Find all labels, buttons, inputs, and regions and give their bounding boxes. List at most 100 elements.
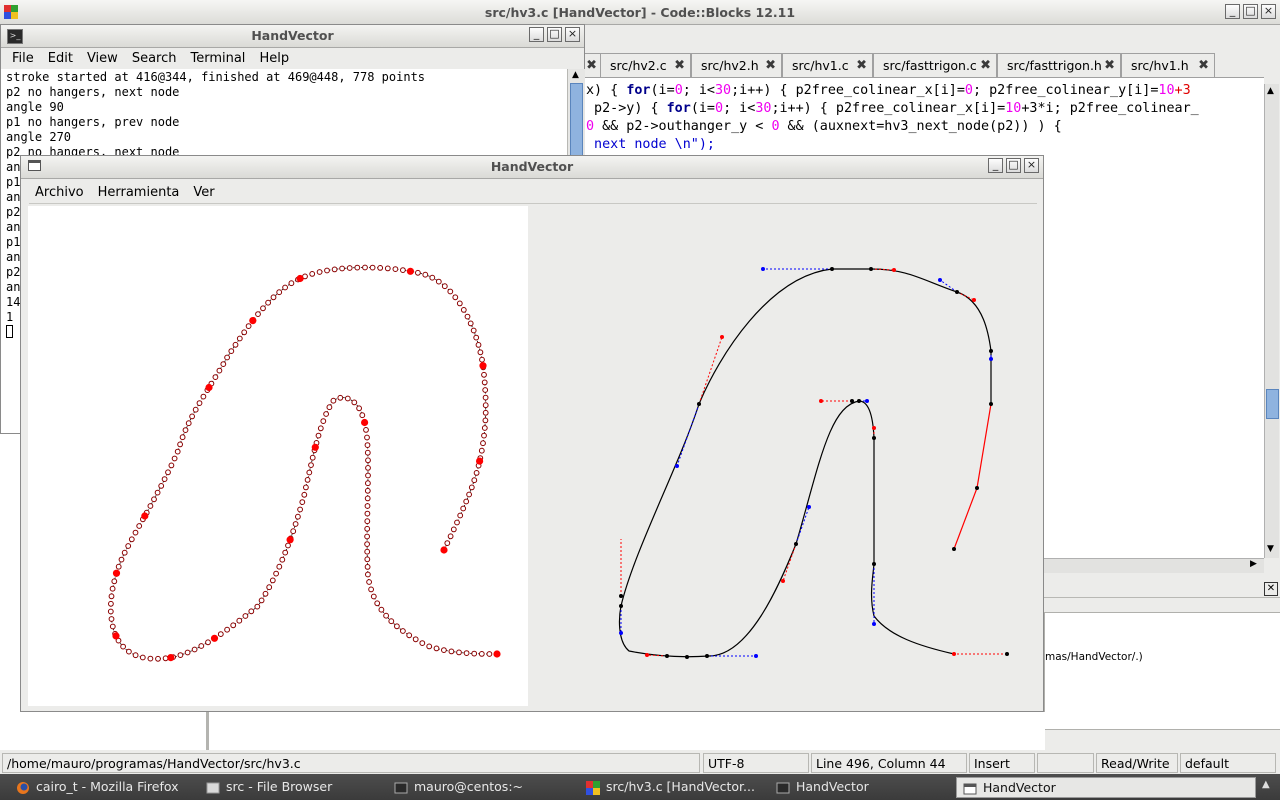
handle-endpoint[interactable] [807,505,811,509]
menu-herramienta[interactable]: Herramienta [97,185,180,200]
minimize-button[interactable]: _ [529,27,544,42]
task-handvector-terminal[interactable]: HandVector [770,777,950,798]
curve-node[interactable] [989,402,993,406]
scroll-right-arrow-icon[interactable]: ▶ [1250,559,1257,569]
close-icon[interactable]: ✖ [1198,58,1209,73]
logs-list[interactable]: mas/HandVector/.) [1044,612,1280,730]
close-button[interactable]: × [1024,158,1039,173]
editor-horizontal-scrollbar[interactable]: ▶ [1044,558,1264,573]
curve-node[interactable] [1005,652,1009,656]
tab-hv2-c[interactable]: src/hv2.c ✖ [600,53,691,77]
task-codeblocks[interactable]: src/hv3.c [HandVector... [580,777,765,798]
scroll-up-arrow-icon[interactable]: ▲ [1267,86,1274,96]
curve-node[interactable] [830,267,834,271]
handle-endpoint[interactable] [938,278,942,282]
tab-fasttrigon-h[interactable]: src/fasttrigon.h ✖ [997,53,1121,77]
menu-ver[interactable]: Ver [193,185,215,200]
maximize-button[interactable]: □ [1006,158,1021,173]
sample-point [317,425,324,432]
close-icon[interactable]: ✖ [980,58,991,73]
scrollbar-thumb[interactable] [1266,389,1279,419]
bezier-canvas[interactable] [529,206,1037,706]
stroke-points-canvas[interactable] [28,206,528,706]
sample-point [147,655,154,662]
handle-endpoint[interactable] [989,357,993,361]
maximize-button[interactable]: □ [1243,4,1258,19]
handle-endpoint[interactable] [761,267,765,271]
handle-endpoint[interactable] [819,399,823,403]
handle-endpoint[interactable] [781,579,785,583]
tab-hv1-c[interactable]: src/hv1.c ✖ [782,53,873,77]
handle-endpoint[interactable] [972,298,976,302]
curve-node[interactable] [869,267,873,271]
tab-fasttrigon-c[interactable]: src/fasttrigon.c ✖ [873,53,997,77]
handle-endpoint[interactable] [892,268,896,272]
close-icon[interactable]: ✖ [1104,58,1115,73]
terminal-titlebar[interactable]: >_ HandVector _ □ × [1,25,584,48]
sample-point [184,649,191,656]
curve-node[interactable] [705,654,709,658]
close-button[interactable]: × [565,27,580,42]
close-icon[interactable]: ✖ [856,58,867,73]
handle-endpoint[interactable] [720,335,724,339]
menu-terminal[interactable]: Terminal [190,51,246,66]
close-icon[interactable]: ✖ [765,58,776,73]
maximize-button[interactable]: □ [547,27,562,42]
curve-node[interactable] [989,349,993,353]
menu-view[interactable]: View [86,51,118,66]
curve-node[interactable] [794,542,798,546]
taskbar-scroll-icon[interactable]: ▲ [1262,779,1270,790]
terminal-icon [394,781,408,794]
curve-node[interactable] [850,399,854,403]
handle-endpoint[interactable] [645,653,649,657]
menu-edit[interactable]: Edit [47,51,73,66]
sample-point [460,505,467,512]
minimize-button[interactable]: _ [988,158,1003,173]
close-icon[interactable]: ✖ [674,58,685,73]
curve-node[interactable] [872,436,876,440]
sample-point [441,283,448,290]
scroll-up-arrow-icon[interactable]: ▲ [572,70,579,80]
handle-endpoint[interactable] [872,426,876,430]
curve-node[interactable] [955,290,959,294]
curve-node[interactable] [619,594,623,598]
handle-endpoint[interactable] [872,622,876,626]
curve-node[interactable] [872,562,876,566]
menu-file[interactable]: File [12,51,34,66]
tab-hv2-h[interactable]: src/hv2.h ✖ [691,53,782,77]
sample-point [370,593,377,600]
curve-node[interactable] [665,654,669,658]
curve-node[interactable] [685,655,689,659]
key-point [205,383,213,392]
codeblocks-titlebar[interactable]: src/hv3.c [HandVector] - Code::Blocks 12… [0,0,1280,25]
task-file-browser[interactable]: src - File Browser [200,777,380,798]
task-handvector-window[interactable]: HandVector [956,777,1256,798]
task-firefox[interactable]: cairo_t - Mozilla Firefox [10,777,196,798]
menu-search[interactable]: Search [131,51,177,66]
sample-point [182,427,189,434]
minimize-button[interactable]: _ [1225,4,1240,19]
scroll-down-arrow-icon[interactable]: ▼ [1267,544,1274,554]
editor-vertical-scrollbar[interactable]: ▲ ▼ [1264,84,1279,558]
menu-archivo[interactable]: Archivo [35,185,84,200]
handle-endpoint[interactable] [619,631,623,635]
handle-endpoint[interactable] [675,464,679,468]
curve-node[interactable] [619,604,623,608]
curve-node[interactable] [975,486,979,490]
task-terminal[interactable]: mauro@centos:~ [388,777,573,798]
sample-point [368,586,375,593]
tab-hv1-h[interactable]: src/hv1.h ✖ [1121,53,1215,77]
close-button[interactable]: × [1261,4,1276,19]
curve-node[interactable] [952,547,956,551]
sample-point [254,603,261,610]
handle-endpoint[interactable] [952,652,956,656]
menu-help[interactable]: Help [259,51,290,66]
sample-point [308,462,314,469]
handvector-titlebar[interactable]: HandVector _ □ × [21,156,1043,179]
handle-endpoint[interactable] [754,654,758,658]
curve-node[interactable] [697,402,701,406]
handle-endpoint[interactable] [865,399,869,403]
sample-point [331,266,338,273]
logs-close-icon[interactable]: ✕ [1264,582,1278,596]
curve-node[interactable] [857,399,861,403]
